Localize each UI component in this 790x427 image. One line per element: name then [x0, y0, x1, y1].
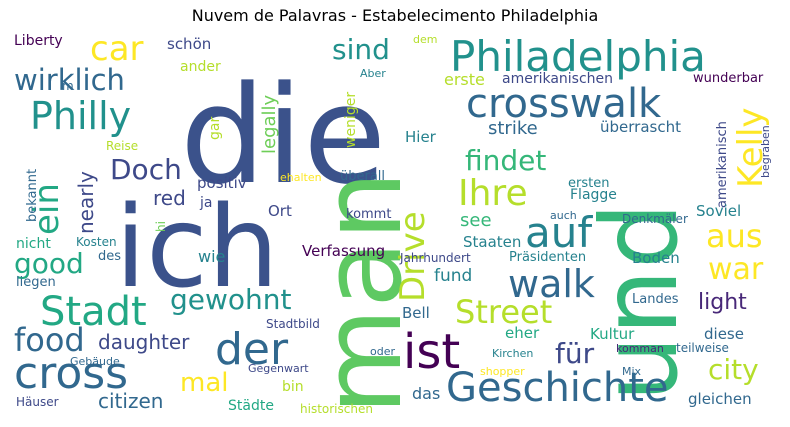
- word-kommt: kommt: [346, 207, 392, 222]
- word-good: good: [14, 247, 84, 280]
- word-hier: Hier: [405, 128, 436, 146]
- word-reise: Reise: [106, 139, 139, 153]
- word-ist: ist: [403, 324, 461, 380]
- word-landes: Landes: [632, 292, 679, 307]
- word-philadelphia: Philadelphia: [450, 32, 706, 81]
- word-gleichen: gleichen: [688, 390, 752, 408]
- word-kosten: Kosten: [76, 235, 117, 249]
- word-findet: findet: [465, 144, 547, 177]
- word-des: des: [98, 249, 122, 264]
- word-car: car: [90, 30, 144, 69]
- word-boden: Boden: [632, 249, 680, 267]
- word-amerikanisch: amerikanisch: [715, 121, 730, 208]
- word-positiv: positiv: [197, 174, 247, 192]
- word-ander: ander: [180, 59, 221, 75]
- word-light: light: [698, 290, 747, 315]
- word-fuer: für: [555, 337, 595, 370]
- word-diese: diese: [704, 325, 744, 343]
- word-red: red: [153, 186, 186, 210]
- word-auf: auf: [525, 208, 593, 257]
- word-gegenwart: Gegenwart: [248, 362, 309, 375]
- word-ehalten: ehalten: [280, 171, 322, 184]
- word-ort: Ort: [268, 202, 292, 220]
- word-aus: aus: [706, 217, 763, 255]
- word-auch: auch: [550, 209, 577, 222]
- word-die: die: [180, 57, 387, 214]
- word-aber: Aber: [360, 67, 386, 80]
- word-ueberrascht: überrascht: [600, 118, 681, 136]
- word-geschichte: Geschichte: [446, 365, 669, 411]
- word-philly: Philly: [30, 94, 132, 138]
- word-gewohnt: gewohnt: [170, 283, 292, 316]
- word-citizen: citizen: [98, 389, 164, 413]
- chart-title: Nuvem de Palavras - Estabelecimento Phil…: [191, 6, 599, 25]
- word-stadt: Stadt: [40, 289, 147, 335]
- word-staedte: Städte: [228, 398, 274, 414]
- word-city: city: [708, 353, 759, 386]
- word-soviel: Soviel: [696, 202, 742, 220]
- word-sind: sind: [332, 33, 390, 66]
- word-amerikanischen: amerikanischen: [502, 71, 614, 87]
- word-see: see: [460, 210, 492, 231]
- word-nicht: nicht: [16, 236, 51, 252]
- word-fund: fund: [434, 266, 473, 286]
- word-ja: ja: [200, 195, 213, 211]
- word-daughter: daughter: [98, 330, 190, 354]
- word-crosswalk: crosswalk: [466, 81, 662, 127]
- word-komman: komman: [616, 342, 664, 355]
- word-kirchen: Kirchen: [492, 347, 534, 360]
- word-nearly: nearly: [74, 171, 98, 234]
- word-wunderbar: wunderbar: [693, 71, 764, 86]
- word-doch: Doch: [110, 153, 182, 186]
- word-verfassung: Verfassung: [302, 242, 386, 260]
- word-war: war: [708, 252, 764, 287]
- word-gebaeude: Gebäude: [70, 355, 120, 368]
- word-bekannt: bekannt: [25, 168, 40, 222]
- word-haeuser: Häuser: [16, 395, 59, 409]
- word-oder: oder: [370, 345, 396, 358]
- word-der: der: [215, 324, 289, 375]
- word-teilweise: teilweise: [676, 341, 729, 355]
- word-ersten: ersten: [568, 176, 610, 191]
- word-weniger: weniger: [343, 91, 359, 148]
- word-staaten: Staaten: [463, 233, 522, 251]
- word-liegen: liegen: [16, 275, 56, 290]
- word-mal: mal: [180, 368, 229, 398]
- word-historischen: historischen: [300, 402, 373, 416]
- word-gar: gar: [207, 116, 223, 140]
- word-stadtbild: Stadtbild: [266, 317, 320, 331]
- word-cloud: die ich man und Philadelphia crosswalk P…: [10, 30, 780, 418]
- word-eher: eher: [505, 324, 540, 342]
- word-food: food: [14, 321, 85, 359]
- word-wirklich: wirklich: [14, 63, 125, 97]
- word-liberty: Liberty: [14, 33, 63, 49]
- word-jahrhundert: Jahrhundert: [400, 251, 471, 265]
- word-denkmaeler: Denkmäler: [622, 212, 688, 226]
- word-strike: strike: [488, 118, 538, 139]
- word-dem: dem: [413, 33, 438, 46]
- word-cross: cross: [14, 348, 129, 399]
- word-bin: bin: [282, 379, 304, 395]
- word-kultur: Kultur: [590, 325, 635, 343]
- word-bell: Bell: [402, 304, 430, 322]
- word-ihre: Ihre: [458, 173, 528, 214]
- word-shopper: shopper: [480, 365, 525, 378]
- word-mix: Mix: [622, 365, 642, 378]
- word-erste: erste: [444, 70, 485, 89]
- word-flagge: Flagge: [570, 187, 617, 203]
- word-schoen: schön: [167, 35, 212, 53]
- word-begraben: begraben: [759, 125, 772, 178]
- word-ueberall: überall: [340, 169, 386, 184]
- word-das: das: [412, 384, 441, 403]
- word-m: m: [62, 79, 74, 93]
- word-street: Street: [455, 293, 553, 331]
- word-legally: legally: [259, 94, 280, 154]
- word-praesidenten: Präsidenten: [509, 250, 587, 265]
- word-ich: ich: [115, 183, 279, 313]
- word-walk: walk: [508, 262, 595, 306]
- word-wie: wie: [198, 247, 226, 266]
- word-hi: hi: [154, 221, 168, 232]
